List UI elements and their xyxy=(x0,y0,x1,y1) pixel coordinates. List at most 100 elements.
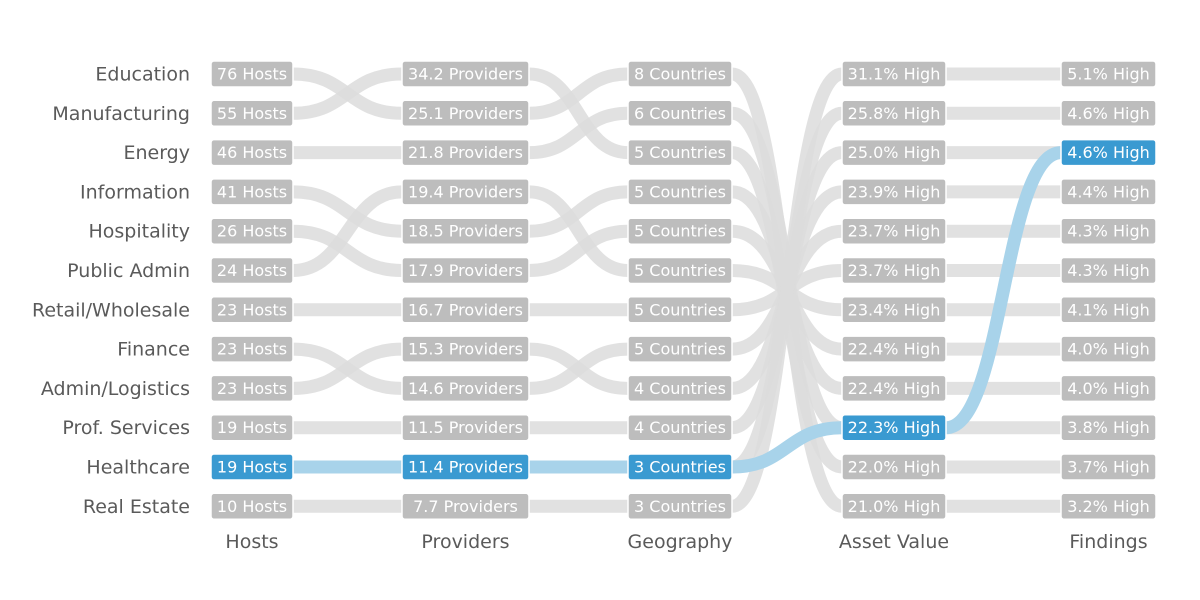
pill-label: 5 Countries xyxy=(634,182,726,201)
pill-label: 4.3% High xyxy=(1067,222,1150,241)
pill-label: 15.3 Providers xyxy=(408,340,523,359)
pill-background xyxy=(401,453,530,481)
row-label-admin-logistics: Admin/Logistics xyxy=(41,378,190,400)
row-labels-layer: Education Manufacturing Energy Information H… xyxy=(32,64,190,518)
pill-background xyxy=(841,99,947,128)
pill-background xyxy=(210,453,294,481)
pill-background xyxy=(401,374,530,403)
pill-background xyxy=(401,138,530,167)
pill-label: 5 Countries xyxy=(634,143,726,162)
row-label-healthcare: Healthcare xyxy=(86,457,190,479)
pill-background xyxy=(841,413,947,442)
pill-background xyxy=(627,453,733,481)
pill-background xyxy=(627,60,733,88)
pill-background xyxy=(401,217,530,245)
pill-label: 22.3% High xyxy=(848,418,941,437)
pill-background xyxy=(627,413,733,442)
row-label-prof-services: Prof. Services xyxy=(62,417,190,439)
pill-background xyxy=(627,335,733,363)
pill-label: 4.6% High xyxy=(1067,104,1150,123)
pill-findings-12: 3.2% High xyxy=(1060,492,1157,521)
pill-label: 4 Countries xyxy=(634,418,726,437)
pill-background xyxy=(210,296,294,324)
pill-hosts-3: 46 Hosts xyxy=(210,138,294,167)
pill-label: 3.2% High xyxy=(1067,497,1150,516)
pill-geography-7: 5 Countries xyxy=(627,296,733,324)
pill-geography-9: 4 Countries xyxy=(627,374,733,403)
pill-label: 17.9 Providers xyxy=(408,261,523,280)
pill-label: 10 Hosts xyxy=(217,497,287,516)
pill-background xyxy=(401,178,530,206)
pill-geography-1: 8 Countries xyxy=(627,60,733,88)
column-header-hosts: Hosts xyxy=(225,531,278,553)
pill-background xyxy=(1060,99,1157,128)
pill-providers-12: 7.7 Providers xyxy=(401,492,530,521)
pill-hosts-1: 76 Hosts xyxy=(210,60,294,88)
pill-label: 5 Countries xyxy=(634,340,726,359)
pill-providers-3: 21.8 Providers xyxy=(401,138,530,167)
pill-asset-value-11: 22.0% High xyxy=(841,453,947,481)
pill-label: 4.6% High xyxy=(1067,143,1150,162)
pill-findings-10: 3.8% High xyxy=(1060,413,1157,442)
pill-geography-11: 3 Countries xyxy=(627,453,733,481)
pill-background xyxy=(841,256,947,285)
pill-geography-3: 5 Countries xyxy=(627,138,733,167)
pill-label: 19 Hosts xyxy=(217,418,287,437)
pill-background xyxy=(1060,138,1157,167)
pill-providers-8: 15.3 Providers xyxy=(401,335,530,363)
pill-label: 8 Countries xyxy=(634,65,726,84)
pill-label: 11.4 Providers xyxy=(408,458,523,477)
pill-geography-6: 5 Countries xyxy=(627,256,733,285)
pill-background xyxy=(627,296,733,324)
row-label-education: Education xyxy=(95,64,190,86)
row-label-finance: Finance xyxy=(117,339,190,361)
pill-label: 22.0% High xyxy=(848,458,941,477)
link-education-1 xyxy=(528,67,629,120)
pill-findings-5: 4.3% High xyxy=(1060,217,1157,245)
pill-label: 7.7 Providers xyxy=(413,497,518,516)
pill-background xyxy=(210,492,294,521)
pill-label: 23.7% High xyxy=(848,261,941,280)
pill-providers-7: 16.7 Providers xyxy=(401,296,530,324)
link-real-estate-2 xyxy=(730,67,844,513)
pill-geography-4: 5 Countries xyxy=(627,178,733,206)
pill-background xyxy=(841,335,947,363)
pill-label: 16.7 Providers xyxy=(408,300,523,319)
pill-background xyxy=(210,60,294,88)
pill-background xyxy=(401,296,530,324)
column-header-asset-value: Asset Value xyxy=(839,531,949,553)
column-headers-layer: Hosts Providers Geography Asset Value Findin… xyxy=(225,531,1147,553)
pill-label: 18.5 Providers xyxy=(408,222,523,241)
pill-background xyxy=(627,138,733,167)
pill-label: 14.6 Providers xyxy=(408,379,523,398)
pill-label: 11.5 Providers xyxy=(408,418,523,437)
links-layer xyxy=(292,67,1061,513)
pill-label: 3.7% High xyxy=(1067,458,1150,477)
pill-label: 22.4% High xyxy=(848,379,941,398)
pill-label: 23.9% High xyxy=(848,182,941,201)
pill-background xyxy=(210,99,294,128)
row-label-manufacturing: Manufacturing xyxy=(52,103,190,125)
pill-label: 23.7% High xyxy=(848,222,941,241)
pill-providers-2: 25.1 Providers xyxy=(401,99,530,128)
link-information-0 xyxy=(292,185,403,238)
pill-background xyxy=(401,99,530,128)
highlight-link-2 xyxy=(731,421,843,474)
pill-label: 3 Countries xyxy=(634,458,726,477)
pill-findings-8: 4.0% High xyxy=(1060,335,1157,363)
pill-label: 5 Countries xyxy=(634,222,726,241)
pill-hosts-6: 24 Hosts xyxy=(210,256,294,285)
pill-label: 24 Hosts xyxy=(217,261,287,280)
pill-label: 25.8% High xyxy=(848,104,941,123)
pill-label: 23 Hosts xyxy=(217,300,287,319)
pill-geography-8: 5 Countries xyxy=(627,335,733,363)
pill-background xyxy=(841,374,947,403)
pill-background xyxy=(841,453,947,481)
pill-background xyxy=(1060,256,1157,285)
link-admin-logistics-0 xyxy=(292,342,403,395)
pill-background xyxy=(1060,335,1157,363)
pill-background xyxy=(401,256,530,285)
row-label-public-admin: Public Admin xyxy=(67,260,190,282)
pill-background xyxy=(1060,60,1157,88)
pill-findings-11: 3.7% High xyxy=(1060,453,1157,481)
